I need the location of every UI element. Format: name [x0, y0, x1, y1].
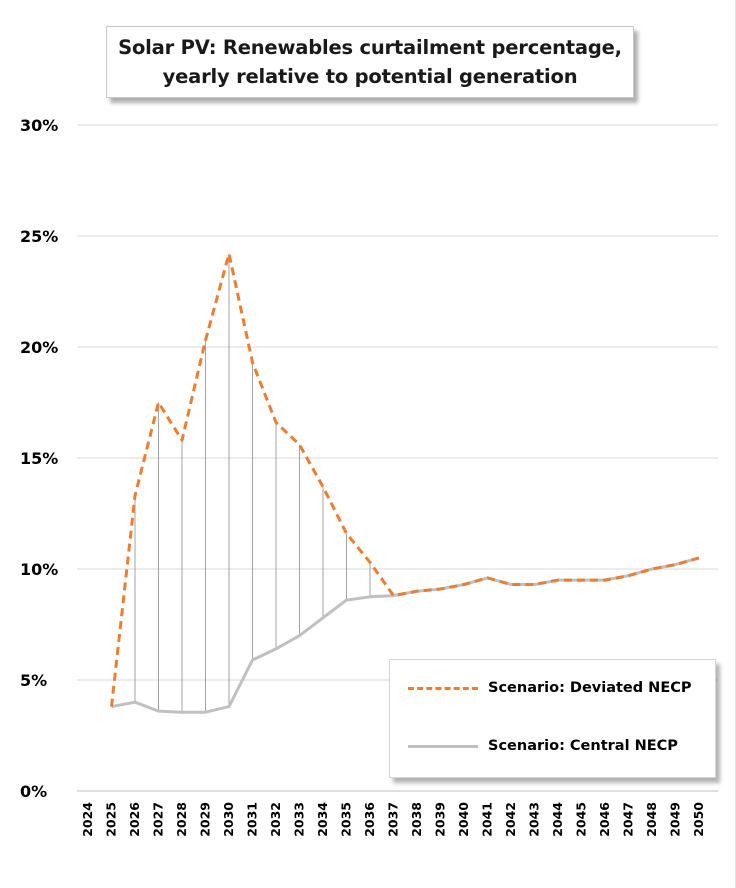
legend-swatch-deviated: [408, 686, 478, 690]
chart-title-box: Solar PV: Renewables curtailment percent…: [106, 26, 634, 98]
y-tick-label: 10%: [20, 560, 58, 579]
x-tick-label: 2033: [292, 802, 307, 837]
y-tick-label: 20%: [20, 338, 58, 357]
x-tick-label: 2034: [315, 802, 330, 837]
x-tick-label: 2040: [456, 802, 471, 837]
series-lines: [110, 252, 700, 714]
x-axis-tick-labels: 2024 2025 2026 2027 2028 2029 2030 2031 2032 2033…: [80, 802, 706, 837]
legend: Scenario: Deviated NECP Scenario: Centra…: [389, 659, 716, 778]
y-tick-label: 25%: [20, 227, 58, 246]
x-tick-label: 2045: [574, 802, 589, 837]
x-tick-label: 2028: [174, 802, 189, 837]
x-tick-label: 2029: [198, 802, 213, 837]
x-tick-label: 2043: [527, 802, 542, 837]
gridlines: [77, 124, 718, 792]
x-tick-label: 2036: [362, 802, 377, 837]
y-tick-label: 5%: [20, 671, 47, 690]
x-tick-label: 2030: [221, 802, 236, 837]
series-line-deviated: [110, 252, 700, 707]
x-tick-label: 2035: [339, 802, 354, 837]
y-tick-label: 15%: [20, 449, 58, 468]
chart-title: Solar PV: Renewables curtailment percent…: [118, 36, 622, 59]
x-tick-label: 2044: [550, 802, 565, 837]
legend-swatch-central: [408, 744, 478, 748]
legend-item-central: Scenario: Central NECP: [408, 738, 678, 754]
y-tick-label: 0%: [20, 782, 47, 801]
x-tick-label: 2031: [245, 802, 260, 837]
x-tick-label: 2041: [480, 802, 495, 837]
x-tick-label: 2024: [80, 802, 95, 837]
x-tick-label: 2032: [268, 802, 283, 837]
x-tick-label: 2042: [503, 802, 518, 837]
chart-subtitle: yearly relative to potential generation: [162, 65, 578, 88]
x-tick-label: 2049: [668, 802, 683, 837]
drop-lines: [134, 253, 371, 713]
x-tick-label: 2050: [691, 802, 706, 837]
x-tick-label: 2025: [104, 802, 119, 837]
x-tick-label: 2047: [621, 802, 636, 837]
x-tick-label: 2037: [386, 802, 401, 837]
y-tick-label: 30%: [20, 116, 58, 135]
x-tick-label: 2026: [127, 802, 142, 837]
legend-label-central: Scenario: Central NECP: [488, 738, 678, 754]
x-tick-label: 2038: [409, 802, 424, 837]
x-tick-label: 2048: [644, 802, 659, 837]
legend-item-deviated: Scenario: Deviated NECP: [408, 680, 692, 696]
x-tick-label: 2039: [433, 802, 448, 837]
x-tick-label: 2046: [597, 802, 612, 837]
legend-label-deviated: Scenario: Deviated NECP: [488, 680, 692, 696]
x-tick-label: 2027: [151, 802, 166, 837]
y-axis-tick-labels: 0% 5% 10% 15% 20% 25% 30%: [20, 116, 58, 801]
